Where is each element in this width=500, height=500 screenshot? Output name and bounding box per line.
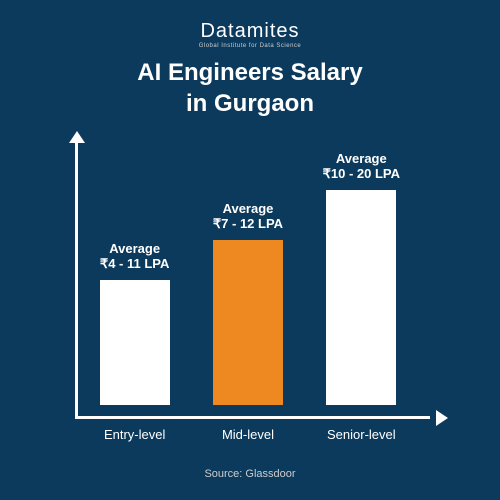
x-label-entry: Entry-level bbox=[87, 427, 182, 442]
x-axis bbox=[75, 416, 430, 419]
bar-senior bbox=[326, 190, 396, 405]
title-line-2: in Gurgaon bbox=[186, 90, 314, 117]
x-label-senior: Senior-level bbox=[314, 427, 409, 442]
brand-logo: Datamites Global Institute for Data Scie… bbox=[199, 20, 302, 49]
logo-text: Datamites bbox=[199, 20, 302, 43]
source-text: Source: Glassdoor bbox=[204, 468, 295, 480]
bar-label-line1: Average bbox=[336, 151, 387, 166]
bar-label-mid: Average ₹7 - 12 LPA bbox=[213, 201, 283, 232]
x-label-mid: Mid-level bbox=[200, 427, 295, 442]
chart-title: AI Engineers Salary in Gurgaon bbox=[137, 57, 362, 119]
bar-label-entry: Average ₹4 - 11 LPA bbox=[100, 241, 169, 272]
salary-bar-chart: Average ₹4 - 11 LPA Average ₹7 - 12 LPA … bbox=[60, 139, 440, 428]
bar-group-mid: Average ₹7 - 12 LPA bbox=[200, 201, 295, 405]
logo-tagline: Global Institute for Data Science bbox=[199, 43, 302, 49]
bar-entry bbox=[100, 280, 170, 405]
bar-label-senior: Average ₹10 - 20 LPA bbox=[323, 151, 400, 182]
y-axis-arrow bbox=[69, 131, 85, 143]
bar-mid bbox=[213, 240, 283, 405]
bar-label-line2: ₹10 - 20 LPA bbox=[323, 166, 400, 181]
x-axis-arrow bbox=[436, 410, 448, 426]
bar-label-line1: Average bbox=[109, 241, 160, 256]
bar-label-line1: Average bbox=[223, 201, 274, 216]
x-axis-labels: Entry-level Mid-level Senior-level bbox=[78, 427, 418, 442]
bar-label-line2: ₹7 - 12 LPA bbox=[213, 216, 283, 231]
bar-group-entry: Average ₹4 - 11 LPA bbox=[87, 241, 182, 405]
bar-group-senior: Average ₹10 - 20 LPA bbox=[314, 151, 409, 405]
bars-group: Average ₹4 - 11 LPA Average ₹7 - 12 LPA … bbox=[78, 145, 418, 405]
bar-label-line2: ₹4 - 11 LPA bbox=[100, 256, 169, 271]
title-line-1: AI Engineers Salary bbox=[137, 59, 362, 86]
